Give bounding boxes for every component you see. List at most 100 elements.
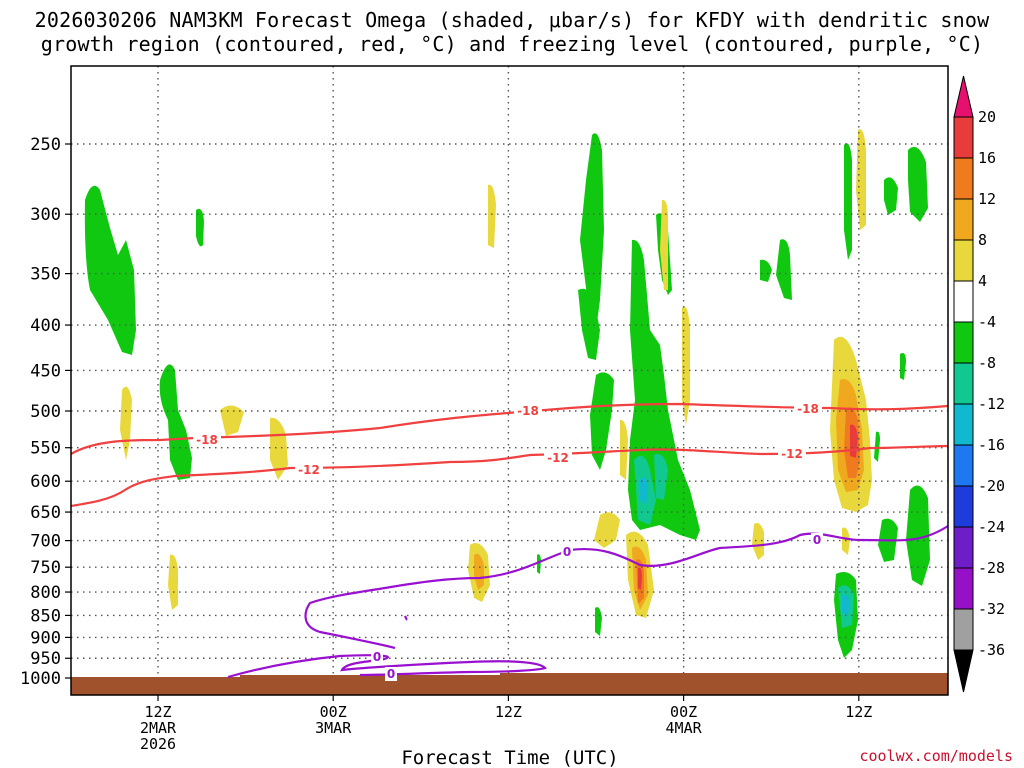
omega-region	[580, 133, 604, 330]
contour-label-bg	[811, 533, 823, 547]
omega-region	[474, 553, 484, 590]
colorbar-swatch	[953, 526, 974, 569]
y-tick-label: 1000	[20, 669, 61, 689]
omega-region	[884, 177, 898, 215]
x-tick-label: 2026	[140, 735, 176, 753]
omega-region	[590, 372, 614, 470]
y-tick-label: 450	[30, 361, 61, 381]
colorbar-label: 16	[978, 149, 996, 167]
contour-label-bg	[385, 667, 397, 681]
omega-shading	[84, 129, 930, 658]
dgz-minus12-contour	[71, 444, 948, 508]
colorbar-swatch	[953, 362, 974, 405]
colorbar-label: -32	[978, 600, 1005, 618]
contour-label: -18	[196, 433, 218, 447]
pressure-gridlines	[71, 143, 948, 659]
y-tick-label: 800	[30, 583, 61, 603]
time-gridlines	[157, 66, 860, 695]
colorbar-label: -20	[978, 477, 1005, 495]
x-tick-label: 12Z	[144, 703, 171, 721]
omega-region	[874, 431, 880, 462]
contour-label: -18	[797, 402, 819, 416]
omega-region	[660, 199, 668, 290]
x-tick-label: 3MAR	[315, 719, 352, 737]
contour-label: 0	[373, 650, 381, 664]
colorbar-label: -24	[978, 518, 1005, 536]
omega-region	[844, 143, 852, 260]
plot-frame	[70, 65, 949, 696]
x-tick-label: 00Z	[670, 703, 697, 721]
contour-label-bg	[193, 433, 221, 447]
freezing-level-contour	[227, 654, 547, 679]
colorbar-swatch	[953, 485, 974, 528]
contour-label: -12	[298, 463, 320, 477]
contour-label-bg	[295, 463, 323, 477]
contour-label-bg	[794, 402, 822, 416]
colorbar-label: -28	[978, 559, 1005, 577]
x-tick-label: 12Z	[845, 703, 872, 721]
colorbar-top-arrow	[953, 75, 974, 118]
colorbar-swatch	[953, 403, 974, 446]
omega-region	[578, 288, 600, 360]
omega-region	[168, 554, 178, 610]
omega-region	[760, 259, 772, 282]
contour-label-bg	[544, 451, 572, 465]
terrain-below-ground	[71, 673, 948, 695]
colorbar-bottom-arrow	[953, 649, 974, 693]
omega-region	[752, 523, 764, 560]
omega-region	[537, 554, 541, 574]
omega-region	[906, 485, 930, 586]
omega-region	[595, 607, 602, 636]
x-tick-label: 2MAR	[140, 719, 177, 737]
colorbar-label: 8	[978, 231, 987, 249]
y-tick-label: 400	[30, 316, 61, 336]
x-tick-label: 4MAR	[666, 719, 703, 737]
omega-region	[908, 146, 928, 222]
chart-title-line2: growth region (contoured, red, °C) and f…	[40, 32, 984, 56]
contour-label: 0	[563, 545, 571, 559]
omega-region	[654, 454, 668, 500]
x-tick-label: 12Z	[495, 703, 522, 721]
omega-region	[488, 184, 496, 248]
omega-region	[196, 208, 204, 247]
contour-label-bg	[778, 447, 806, 461]
x-axis-label: Forecast Time (UTC)	[401, 747, 618, 768]
colorbar-swatch	[953, 280, 974, 323]
colorbar-label: 12	[978, 190, 996, 208]
x-tick-label: 00Z	[320, 703, 347, 721]
colorbar-swatch	[953, 608, 974, 651]
omega-region	[640, 477, 648, 505]
colorbar: 20 16 12 8 4 -4 -8 -12 -16 -20 -24 -28 -32 -36	[953, 75, 1005, 693]
y-tick-label: 600	[30, 472, 61, 492]
omega-region	[842, 595, 850, 616]
source-credit: coolwx.com/models	[859, 747, 1013, 765]
contour-label: 0	[813, 533, 821, 547]
colorbar-swatch	[953, 444, 974, 487]
y-tick-label: 750	[30, 558, 61, 578]
colorbar-swatch	[953, 321, 974, 364]
y-tick-label: 700	[30, 532, 61, 552]
omega-region	[900, 353, 906, 380]
colorbar-label: 4	[978, 272, 987, 290]
y-tick-label: 350	[30, 265, 61, 285]
y-tick-label: 250	[30, 135, 61, 155]
colorbar-label: -12	[978, 395, 1005, 413]
omega-region	[120, 386, 132, 460]
colorbar-swatch	[953, 198, 974, 241]
colorbar-label: -4	[978, 313, 996, 331]
contour-label-bg	[514, 404, 542, 418]
omega-region	[84, 185, 136, 355]
colorbar-swatch	[953, 116, 974, 159]
y-tick-label: 300	[30, 205, 61, 225]
omega-region	[776, 239, 792, 300]
y-tick-label: 850	[30, 606, 61, 626]
colorbar-label: -8	[978, 354, 996, 372]
y-tick-label: 550	[30, 439, 61, 459]
y-tick-label: 650	[30, 503, 61, 523]
y-tick-label: 900	[30, 628, 61, 648]
y-tick-label: 500	[30, 402, 61, 422]
contour-label-bg	[561, 545, 573, 559]
colorbar-label: -16	[978, 436, 1005, 454]
contour-label: -12	[781, 447, 803, 461]
